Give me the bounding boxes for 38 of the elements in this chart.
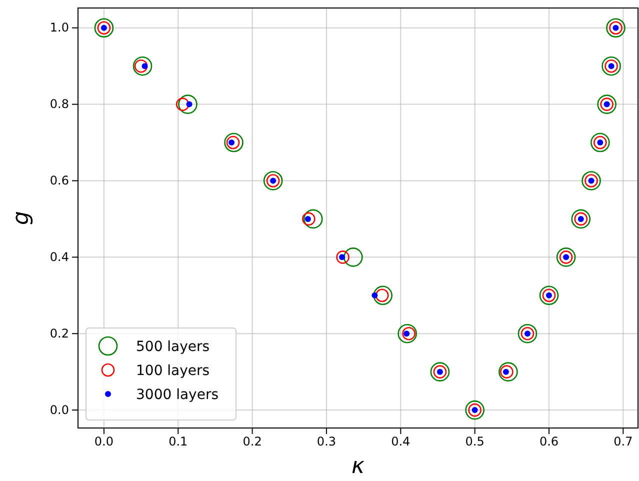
x-tick-label: 0.0 (94, 434, 114, 449)
y-tick-label: 1.0 (50, 20, 69, 35)
y-tick-label: 0.6 (50, 174, 69, 188)
legend-label: 3000 layers (136, 387, 218, 403)
point (398, 324, 417, 344)
x-tick-label: 0.3 (316, 434, 336, 449)
point (498, 362, 518, 382)
point (336, 250, 350, 264)
point (602, 56, 621, 76)
point (597, 94, 616, 114)
y-tick-label: 0.0 (50, 402, 69, 417)
point (373, 286, 392, 306)
point (430, 362, 450, 382)
x-tick-label: 0.4 (391, 434, 410, 449)
y-tick-label: 0.2 (50, 326, 69, 340)
x-tick-label: 0.5 (465, 434, 484, 449)
point (303, 209, 323, 229)
point (132, 56, 152, 76)
point (178, 94, 198, 114)
legend-label: 100 layers (136, 363, 210, 379)
x-tick-label: 0.1 (168, 434, 188, 449)
point (263, 171, 283, 190)
point (224, 132, 244, 152)
x-tick-label: 0.2 (242, 434, 262, 449)
point (590, 132, 610, 152)
legend-label: 500 layers (136, 339, 210, 355)
point (556, 248, 576, 267)
x-axis-title: κ (352, 454, 365, 479)
point (606, 18, 626, 38)
y-tick-label: 0.4 (50, 250, 69, 264)
point (344, 248, 363, 267)
point (582, 171, 601, 190)
y-tick-label: 0.8 (50, 97, 69, 112)
point (372, 292, 378, 298)
x-tick-label: 0.6 (539, 434, 559, 449)
y-axis-title: g (9, 210, 34, 225)
x-tick-label: 0.7 (614, 434, 633, 449)
point (465, 400, 484, 420)
